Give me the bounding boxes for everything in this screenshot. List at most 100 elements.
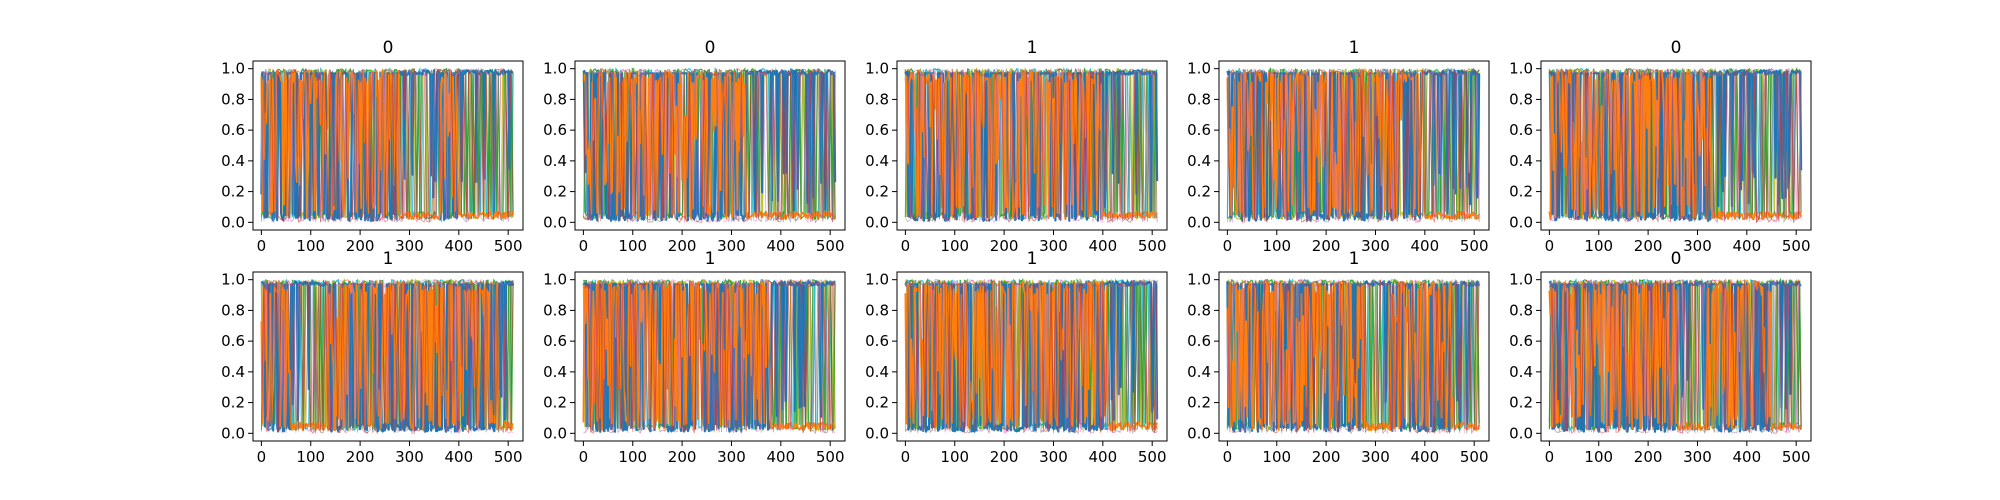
x-tick-label: 200 [990,237,1019,255]
y-tick-label: 0.6 [1509,332,1533,350]
y-tick-label: 0.4 [1187,152,1211,170]
y-tick-label: 0.6 [865,121,889,139]
plot-area [1226,278,1481,435]
x-tick-label: 500 [1460,237,1489,255]
y-tick-label: 0.4 [221,363,245,381]
x-tick-label: 0 [901,237,911,255]
axes-frame [1218,271,1490,442]
y-tick-label: 1.0 [865,271,889,289]
x-tick-label: 300 [1683,237,1712,255]
x-tick-label: 100 [618,237,647,255]
x-tick-label: 100 [296,237,325,255]
plot-area [904,67,1159,224]
y-tick-label: 0.2 [1187,183,1211,201]
x-tick-label: 400 [1089,237,1118,255]
subplot-title: 0 [705,38,716,58]
axes-frame [896,60,1168,231]
noise-series [261,68,514,224]
x-tick-label: 0 [1223,448,1233,466]
subplot-title: 1 [1027,249,1038,269]
subplot-title: 0 [1671,249,1682,269]
y-tick-label: 0.8 [543,301,567,319]
y-tick-label: 0.0 [221,213,245,231]
y-tick-label: 0.2 [1509,183,1533,201]
x-tick-label: 500 [1138,237,1167,255]
subplot-4: 0 100 200 300 400 500 0.0 0.2 0.4 0.6 0.8 1.0 0 [1509,38,1812,255]
x-tick-label: 400 [1733,237,1762,255]
subplot-title: 1 [705,249,716,269]
y-tick-label: 0.2 [221,183,245,201]
axes-frame [252,271,524,442]
plot-area [582,278,836,435]
y-tick-label: 0.4 [1509,152,1533,170]
noise-series [1227,278,1480,435]
subplot-title: 1 [1349,38,1360,58]
subplot-title: 0 [383,38,394,58]
noise-series [1549,68,1802,224]
x-tick-label: 500 [1782,448,1811,466]
y-tick-label: 1.0 [1187,60,1211,78]
y-tick-label: 1.0 [865,60,889,78]
axes-frame [574,271,846,442]
y-tick-label: 0.0 [221,424,245,442]
x-tick-label: 100 [618,448,647,466]
x-tick-label: 400 [767,237,796,255]
plot-area [904,277,1159,435]
x-tick-label: 500 [816,237,845,255]
x-tick-label: 300 [717,448,746,466]
y-tick-label: 0.8 [221,301,245,319]
y-tick-label: 0.0 [543,213,567,231]
noise-series [1227,68,1480,223]
subplot-3: 0 100 200 300 400 500 0.0 0.2 0.4 0.6 0.8 1.0 1 [1187,38,1490,255]
y-tick-label: 0.4 [221,152,245,170]
x-tick-label: 100 [1584,237,1613,255]
series-orange [582,280,836,432]
y-tick-label: 0.6 [543,121,567,139]
y-tick-label: 0.0 [1509,424,1533,442]
x-tick-label: 200 [1634,448,1663,466]
plot-area [260,66,514,224]
axes-frame [896,271,1168,442]
y-tick-label: 0.8 [1509,301,1533,319]
x-tick-label: 0 [1545,237,1555,255]
subplot-1: 0 100 200 300 400 500 0.0 0.2 0.4 0.6 0.8 1.0 0 [543,38,846,255]
y-tick-label: 0.6 [865,332,889,350]
subplot-title: 0 [1671,38,1682,58]
x-tick-label: 400 [767,448,796,466]
y-tick-label: 0.6 [543,332,567,350]
y-tick-label: 0.6 [1187,332,1211,350]
y-tick-label: 0.6 [1509,121,1533,139]
y-tick-label: 0.6 [221,121,245,139]
x-tick-label: 500 [494,237,523,255]
plot-area [1548,66,1803,224]
y-tick-label: 0.4 [1509,363,1533,381]
plot-area [1226,66,1481,224]
x-tick-label: 200 [990,448,1019,466]
y-tick-label: 0.0 [543,424,567,442]
noise-series [583,68,836,223]
plot-area [582,66,837,224]
y-tick-label: 0.6 [1187,121,1211,139]
x-tick-label: 200 [1634,237,1663,255]
x-tick-label: 0 [257,237,267,255]
x-tick-label: 300 [1361,237,1390,255]
axes-frame [1218,60,1490,231]
x-tick-label: 300 [717,237,746,255]
axes-frame [1540,60,1812,231]
y-tick-label: 0.4 [865,152,889,170]
x-tick-label: 0 [901,448,911,466]
y-tick-label: 0.2 [865,394,889,412]
x-tick-label: 500 [816,448,845,466]
subplot-title: 1 [1027,38,1038,58]
axes-frame [574,60,846,231]
y-tick-label: 0.0 [1187,424,1211,442]
x-tick-label: 300 [395,448,424,466]
x-tick-label: 100 [1262,237,1291,255]
y-tick-label: 0.2 [543,183,567,201]
subplot-title: 1 [1349,249,1360,269]
x-tick-label: 100 [296,448,325,466]
y-tick-label: 1.0 [221,271,245,289]
y-tick-label: 1.0 [221,60,245,78]
y-tick-label: 0.4 [543,363,567,381]
